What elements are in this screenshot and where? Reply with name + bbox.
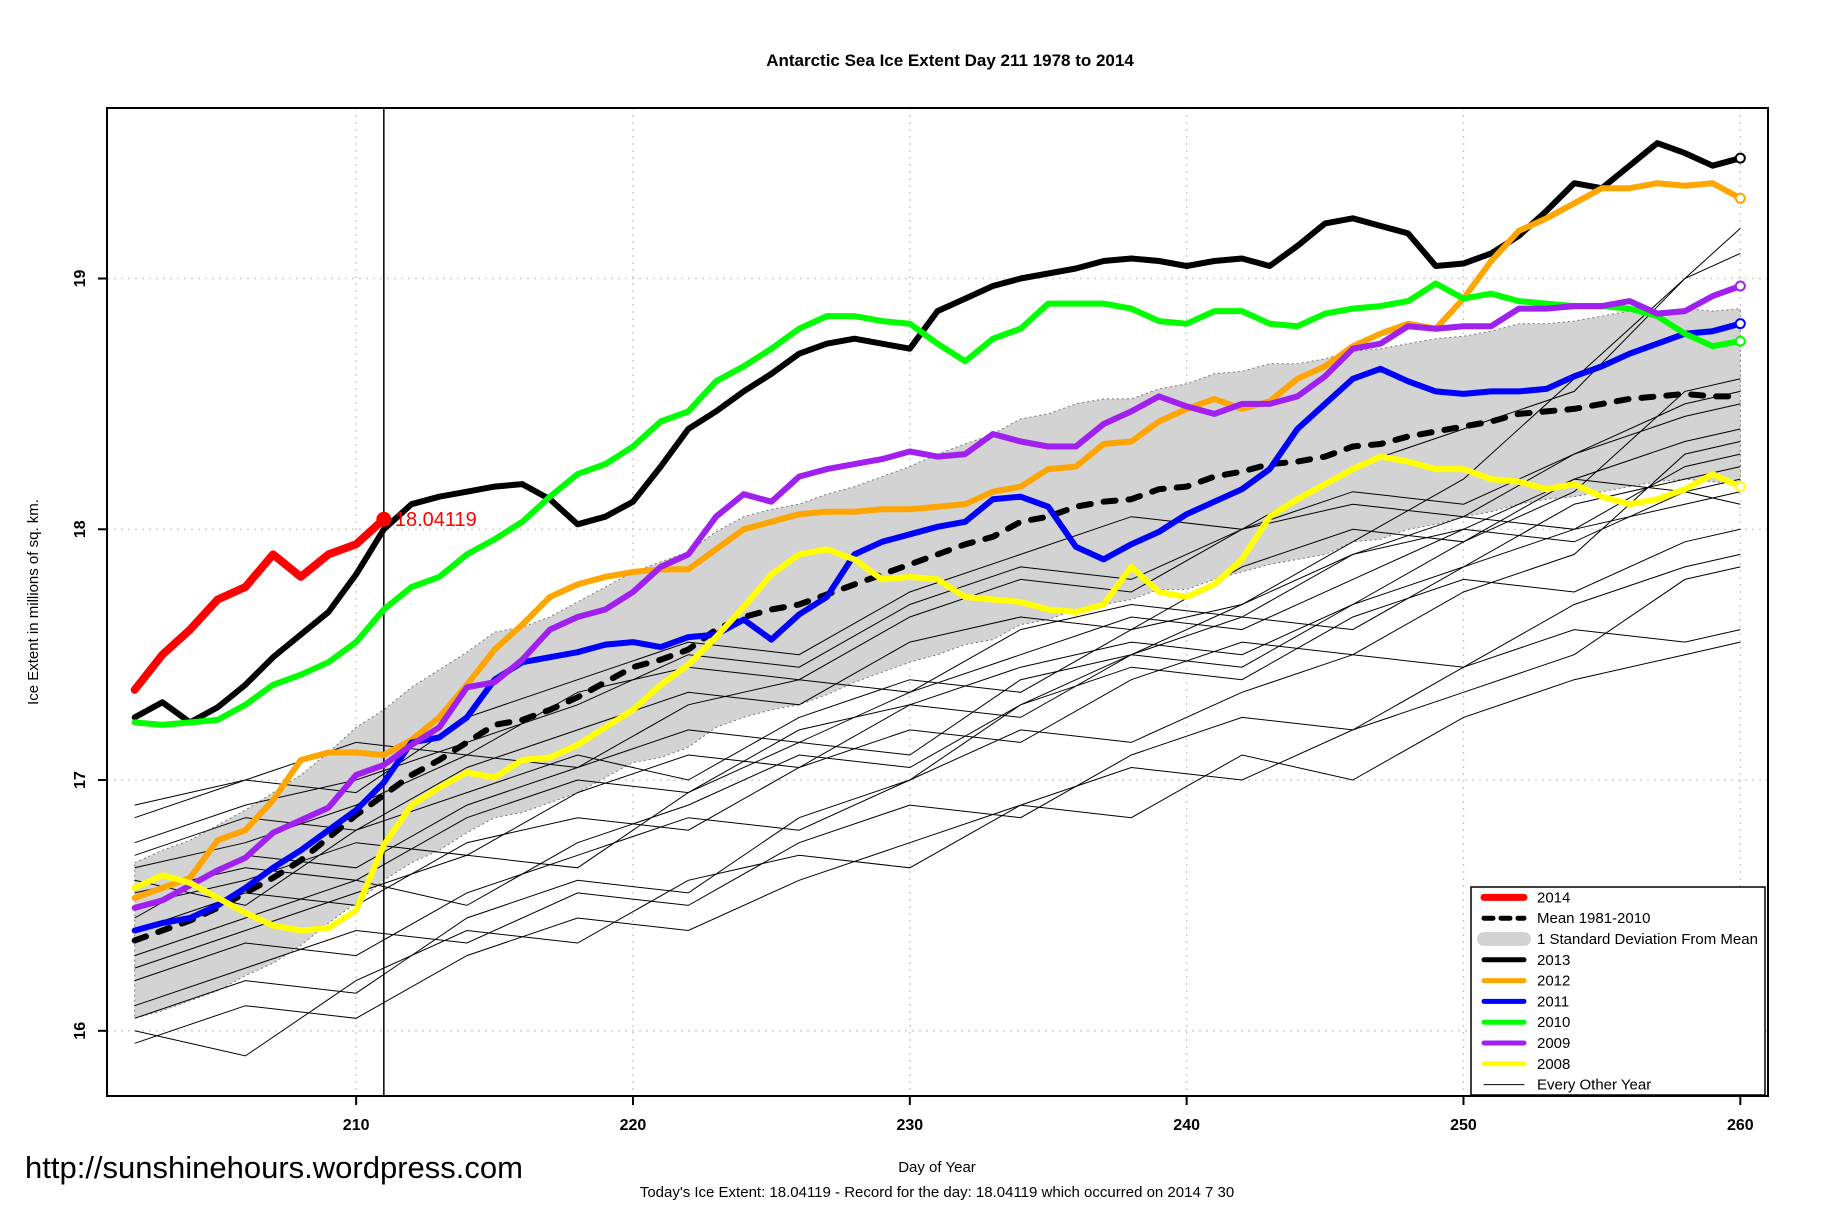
source-url: http://sunshinehours.wordpress.com: [25, 1150, 523, 1185]
x-tick-label: 260: [1727, 1117, 1754, 1134]
legend-label: 2011: [1537, 993, 1569, 1010]
legend-label: 2013: [1537, 952, 1570, 969]
x-tick-label: 220: [620, 1117, 647, 1134]
series-line-mean-1981-2010: [131, 390, 1744, 944]
legend-label: 2009: [1537, 1035, 1570, 1052]
series-end-marker: [1734, 280, 1746, 292]
y-tick-label: 18: [72, 520, 89, 538]
plot-frame: [106, 107, 1769, 1097]
record-annotation: 18.04119: [395, 509, 477, 531]
sd-band-polygon: [134, 308, 1741, 1019]
y-tick-label: 17: [72, 771, 89, 789]
chart-title: Antarctic Sea Ice Extent Day 211 1978 to…: [766, 51, 1134, 70]
background-year-line: [134, 466, 1741, 906]
series-end-marker: [1734, 152, 1746, 164]
series-line-2014: [130, 515, 388, 694]
legend-label: 2008: [1537, 1056, 1570, 1073]
legend-label: 2012: [1537, 973, 1570, 990]
x-tick-label: 250: [1450, 1117, 1477, 1134]
series-end-dot: [376, 511, 392, 527]
series-line-2011: [131, 320, 1744, 934]
background-year-line: [134, 629, 1741, 1007]
legend-label: 2014: [1537, 889, 1570, 906]
legend-label: 1 Standard Deviation From Mean: [1537, 931, 1758, 948]
x-tick-label: 230: [896, 1117, 923, 1134]
x-tick-label: 210: [343, 1117, 370, 1134]
series-end-marker: [1734, 318, 1746, 330]
background-year-line: [134, 428, 1741, 856]
series-end-marker: [1734, 481, 1746, 493]
background-year-line: [134, 553, 1741, 982]
series-end-marker: [1734, 192, 1746, 204]
legend-box: [1470, 886, 1766, 1096]
background-year-line: [134, 228, 1741, 1019]
y-axis-label: Ice Extent in millions of sq. km.: [25, 499, 42, 705]
series-line-2010: [131, 280, 1744, 728]
legend-label: Mean 1981-2010: [1537, 910, 1650, 927]
series-line-2008: [131, 453, 1744, 934]
x-tick-label: 240: [1173, 1117, 1200, 1134]
background-year-line: [134, 453, 1741, 869]
background-year-line: [134, 641, 1741, 1044]
x-axis-label: Day of Year: [898, 1159, 976, 1176]
todays-extent-note: Today's Ice Extent: 18.04119 - Record fo…: [640, 1184, 1234, 1201]
series-line-2012: [131, 180, 1744, 901]
series-line-2009: [131, 283, 1744, 911]
background-year-line: [134, 378, 1741, 969]
axes: 210 220 230 240 250 260 16 17 18 19: [72, 107, 1769, 1134]
year-series-lines: [130, 140, 1746, 944]
y-tick-label: 19: [72, 270, 89, 288]
y-tick-label: 16: [72, 1022, 89, 1040]
background-year-line: [134, 252, 1741, 806]
series-line-2013: [131, 140, 1744, 726]
std-deviation-band: [134, 308, 1741, 1019]
legend-label: 2010: [1537, 1014, 1570, 1031]
series-end-marker: [1734, 335, 1746, 347]
legend: 2014 Mean 1981-2010 1 Standard Deviation F…: [1470, 886, 1766, 1096]
legend-label: Every Other Year: [1537, 1077, 1651, 1094]
